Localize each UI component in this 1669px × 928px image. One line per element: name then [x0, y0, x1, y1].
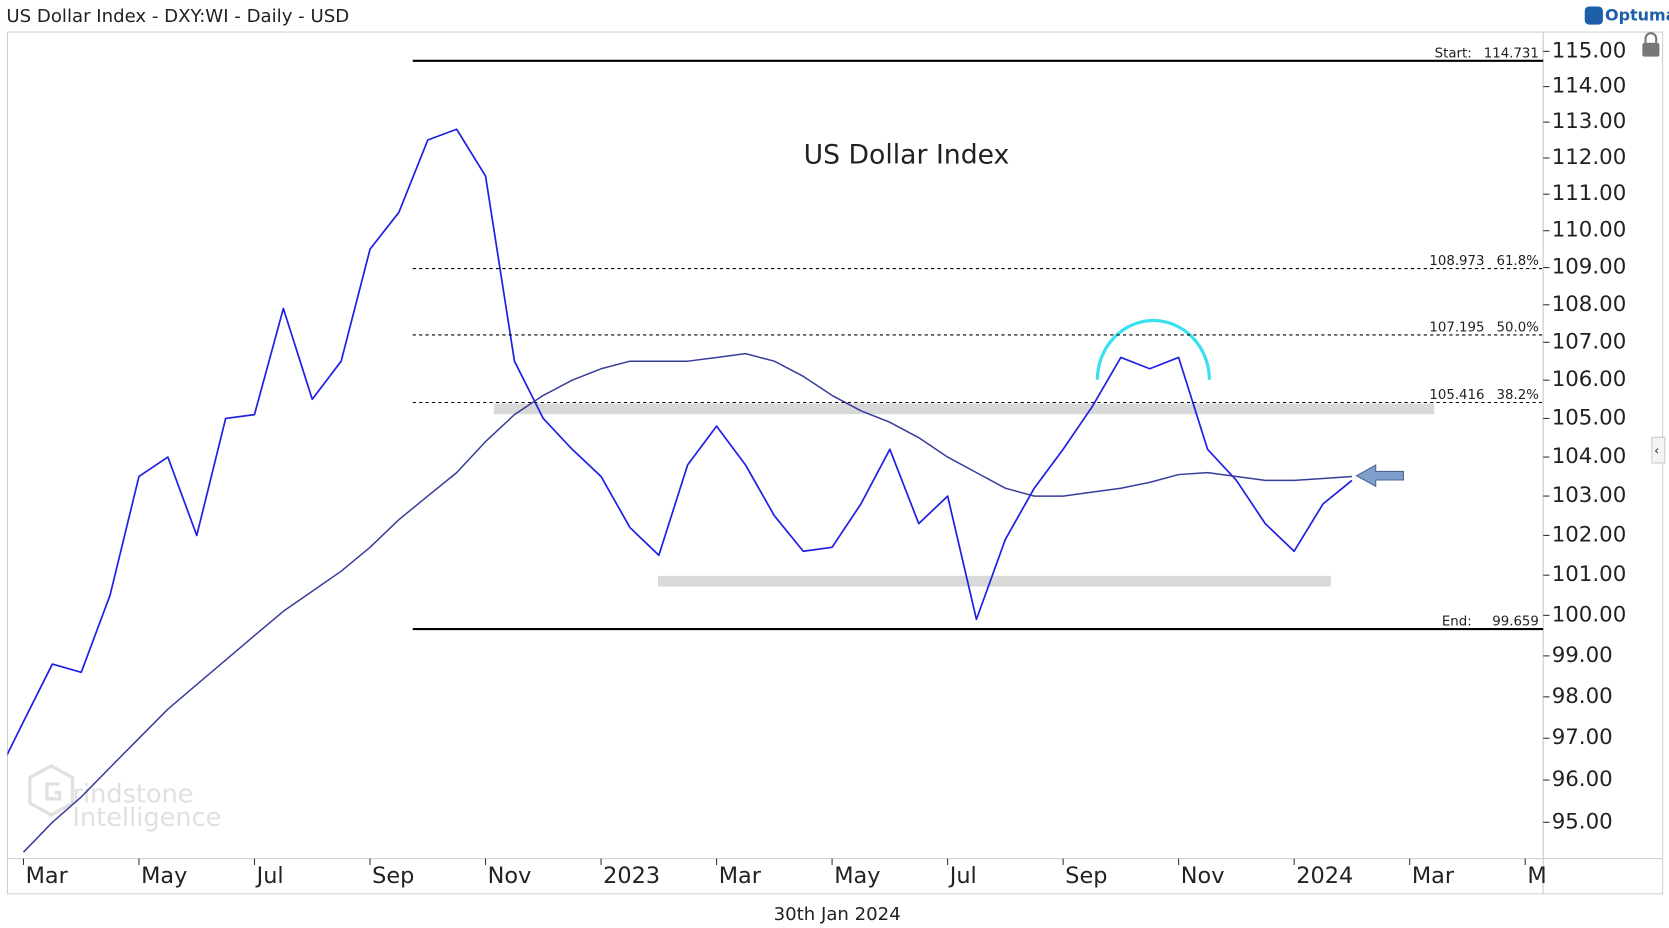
level-label: 38.2% — [1497, 388, 1539, 403]
series-line — [22, 352, 1352, 853]
arc-highlight — [1095, 318, 1211, 380]
y-tick-label: 101.00 — [1552, 562, 1627, 587]
x-tick-label: Mar — [1412, 863, 1455, 889]
brand: Optuma — [1605, 6, 1669, 25]
plot-area — [7, 128, 1435, 853]
level-value: 107.195 — [1429, 320, 1484, 335]
y-tick-label: 97.00 — [1552, 725, 1613, 750]
x-tick-label: Mar — [719, 863, 762, 889]
lock-icon — [1642, 32, 1660, 57]
y-tick-label: 105.00 — [1552, 405, 1627, 430]
y-tick-label: 104.00 — [1552, 444, 1627, 469]
x-tick-label: May — [834, 863, 880, 889]
y-tick-label: 112.00 — [1552, 145, 1627, 170]
level-label: End: — [1442, 615, 1472, 630]
x-tick-label: M — [1527, 863, 1546, 889]
side-tab-icon[interactable]: ‹ — [1654, 444, 1659, 459]
chart-annotation: US Dollar Index — [804, 139, 1010, 170]
y-tick-label: 99.00 — [1552, 643, 1613, 668]
arrow-marker — [1355, 464, 1404, 488]
y-tick-label: 111.00 — [1552, 181, 1627, 206]
level-label: 50.0% — [1497, 320, 1539, 335]
level-value: 108.973 — [1429, 254, 1484, 269]
y-tick-label: 115.00 — [1552, 38, 1627, 63]
level-value: 114.731 — [1484, 46, 1539, 61]
series-line — [7, 128, 1353, 756]
level-label: Start: — [1435, 46, 1472, 61]
x-tick-label: Nov — [488, 863, 532, 889]
y-tick-label: 96.00 — [1552, 767, 1613, 792]
x-tick-label: Sep — [1065, 863, 1107, 889]
brand-icon — [1584, 6, 1603, 25]
x-tick-label: Sep — [372, 863, 414, 889]
level-value: 105.416 — [1429, 388, 1484, 403]
y-tick-label: 102.00 — [1552, 522, 1627, 547]
y-tick-label: 108.00 — [1552, 292, 1627, 317]
x-tick-label: Mar — [26, 863, 69, 889]
x-tick-label: Jul — [948, 863, 977, 889]
y-tick-label: 103.00 — [1552, 483, 1627, 508]
watermark: rindstone Intelligence — [28, 763, 222, 833]
support-zone — [658, 575, 1331, 587]
side-tab[interactable] — [1651, 436, 1666, 464]
header-title: US Dollar Index - DXY:WI - Daily - USD — [6, 6, 349, 27]
y-tick-label: 114.00 — [1552, 74, 1627, 99]
x-tick-label: 2023 — [603, 863, 660, 889]
level-value: 99.659 — [1492, 615, 1539, 630]
x-tick-label: May — [141, 863, 187, 889]
x-tick-label: 2024 — [1296, 863, 1353, 889]
y-tick-label: 98.00 — [1552, 684, 1613, 709]
y-tick-label: 95.00 — [1552, 809, 1613, 834]
support-zone — [493, 403, 1435, 415]
date-label: 30th Jan 2024 — [774, 904, 901, 925]
y-tick-label: 107.00 — [1552, 329, 1627, 354]
watermark-text: Intelligence — [73, 803, 222, 833]
x-tick-label: Jul — [255, 863, 284, 889]
x-tick-label: Nov — [1181, 863, 1225, 889]
y-tick-label: 109.00 — [1552, 255, 1627, 280]
y-tick-label: 110.00 — [1552, 218, 1627, 243]
y-tick-label: 100.00 — [1552, 602, 1627, 627]
y-tick-label: 106.00 — [1552, 367, 1627, 392]
level-label: 61.8% — [1497, 254, 1539, 269]
y-tick-label: 113.00 — [1552, 109, 1627, 134]
